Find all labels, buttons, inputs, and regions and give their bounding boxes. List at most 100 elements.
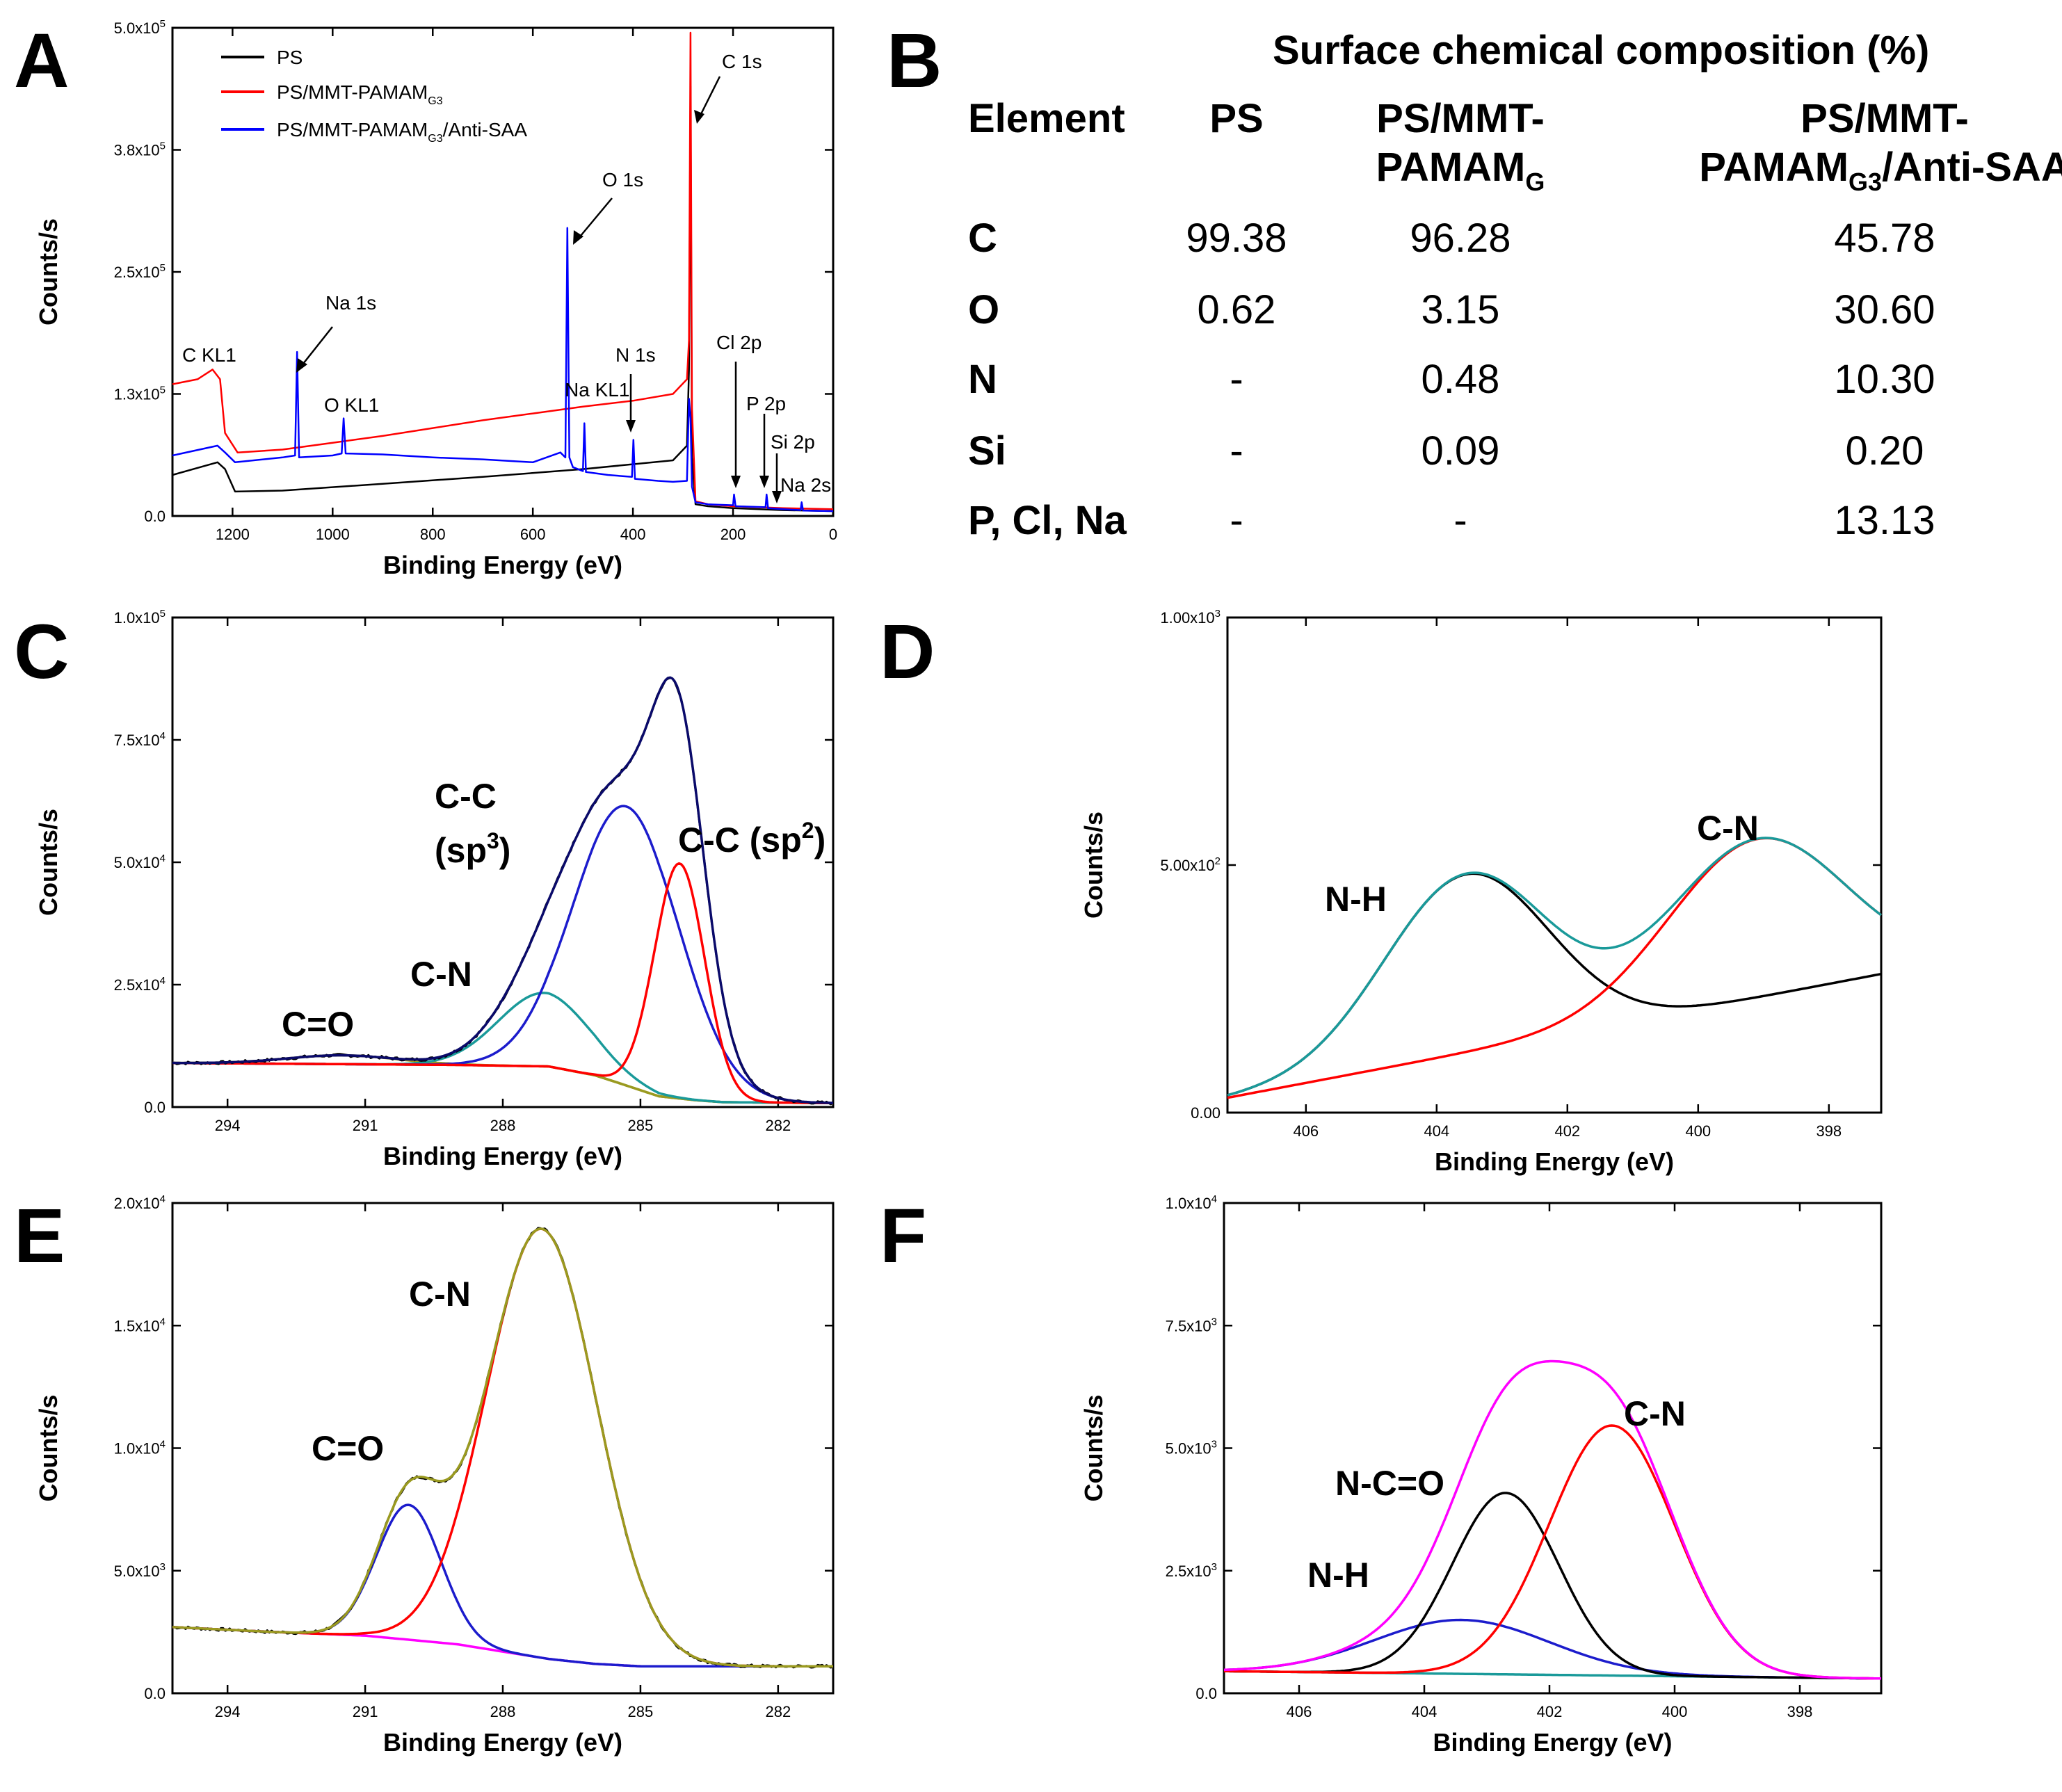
panel-e-xaxis-label: Binding Energy (eV) — [383, 1728, 622, 1757]
panel-e-peak-c-n — [172, 1227, 833, 1668]
table-cell: 0.48 — [1421, 357, 1500, 402]
label-c-sp3-tail: ) — [499, 831, 511, 870]
panel-c-yaxis-label: Counts/s — [34, 809, 63, 916]
label-c-cn: C-N — [410, 955, 472, 994]
table-cell: 30.60 — [1834, 287, 1935, 332]
legend-ps-mmt-name: PS/MMT-PAMAM — [277, 81, 428, 103]
table-cell: 0.62 — [1198, 287, 1276, 332]
panel-c-ytick-label: 2.5x104 — [114, 975, 166, 994]
panel-f-label: F — [880, 1193, 926, 1279]
panel-f-frame — [1223, 1202, 1883, 1695]
panel-b-label: B — [887, 18, 942, 104]
table-row-element: C — [968, 216, 997, 261]
label-f-cn: C-N — [1624, 1394, 1686, 1433]
arrow-head-c1s — [694, 110, 704, 124]
panel-a-frame — [171, 26, 835, 517]
table-header-anti-saa-pamam: PAMAM — [1699, 145, 1848, 190]
panel-e-yaxis-label: Counts/s — [34, 1394, 63, 1501]
table-cell: 13.13 — [1834, 498, 1935, 543]
panel-a-xtick-label: 1200 — [216, 526, 250, 543]
panel-f-xtick-label: 400 — [1662, 1703, 1688, 1720]
label-c-sp3-main: (sp — [435, 831, 487, 870]
panel-f-yaxis-label: Counts/s — [1079, 1394, 1108, 1501]
label-okl1: O KL1 — [324, 394, 379, 416]
panel-a-xaxis-label: Binding Energy (eV) — [383, 551, 622, 579]
panel-c-xaxis-label: Binding Energy (eV) — [383, 1142, 622, 1170]
label-p2p: P 2p — [746, 393, 786, 414]
label-n1s: N 1s — [615, 344, 656, 366]
panel-a-label: A — [14, 18, 69, 104]
legend-label-ps: PS — [277, 47, 303, 68]
panel-c-xtick-label: 294 — [215, 1117, 241, 1134]
panel-e-ytick-label: 1.5x104 — [114, 1316, 166, 1334]
table-cell: - — [1230, 357, 1243, 402]
table-header-ps-mmt-pamam: PAMAM — [1376, 145, 1526, 190]
panel-a-ytick-label: 5.0x105 — [114, 18, 166, 37]
panel-c-ytick-label: 7.5x104 — [114, 730, 166, 749]
panel-f-ytick-label: 7.5x103 — [1166, 1316, 1217, 1334]
panel-f-ytick-label: 2.5x103 — [1166, 1561, 1217, 1580]
panel-a-xtick-label: 1000 — [316, 526, 350, 543]
panel-e-peak-c-o — [172, 1503, 833, 1668]
label-d-cn: C-N — [1697, 809, 1759, 848]
panel-a-series-ps — [172, 85, 834, 512]
label-ckl1: C KL1 — [182, 344, 236, 366]
panel-c: C 294 291 288 285 282 0.0 2.5x104 5.0x104 7.5x10… — [14, 608, 835, 1170]
legend-anti-saa-sub: G3 — [428, 133, 442, 145]
label-si2p: Si 2p — [771, 431, 815, 453]
panel-a-series-ps-mmt — [172, 31, 834, 510]
table-cell: 99.38 — [1186, 216, 1287, 261]
arrow-c1s — [698, 76, 721, 119]
panel-d-xtick-label: 398 — [1816, 1122, 1842, 1140]
legend-anti-saa-tail: /Anti-SAA — [443, 119, 528, 140]
table-header-anti-saa-l2: PAMAMG3/Anti-SAA — [1699, 145, 2062, 196]
arrow-head-p2p — [759, 476, 769, 488]
panel-f: F 406 404 402 400 398 0.0 2.5x103 5.0x103 7.5x10… — [880, 1193, 1883, 1757]
panel-e-xtick-label: 294 — [215, 1703, 241, 1720]
panel-e-xtick-label: 285 — [628, 1703, 654, 1720]
panel-e-xtick-label: 282 — [765, 1703, 791, 1720]
table-header-anti-saa-l1: PS/MMT- — [1801, 96, 1969, 141]
table-cell: 0.20 — [1846, 428, 1924, 474]
arrow-head-n1s — [626, 420, 636, 433]
table-body: C 99.38 96.28 45.78 O 0.62 3.15 30.60 N - 0.48 10.3… — [968, 216, 1935, 543]
arrow-head-o1s — [573, 230, 583, 245]
panel-c-label: C — [14, 609, 69, 695]
panel-e-ytick-label: 5.0x103 — [114, 1561, 166, 1580]
table-row-element: N — [968, 357, 997, 402]
table-row-element: Si — [968, 428, 1006, 474]
panel-a-ytick-label: 0.0 — [144, 508, 166, 525]
panel-a-xtick-label: 200 — [720, 526, 746, 543]
panel-c-envelope — [172, 676, 834, 1104]
panel-a-annotations — [296, 76, 782, 503]
label-c-sp3-sup: 3 — [487, 828, 499, 853]
table-cell: - — [1230, 498, 1243, 543]
label-e-cn: C-N — [409, 1275, 471, 1314]
panel-d-yaxis-label: Counts/s — [1079, 812, 1108, 919]
panel-d-plot: 406 404 402 400 398 0.00 5.00x102 1.00x103 Bindi… — [1079, 608, 1883, 1176]
panel-e-ytick-label: 0.0 — [144, 1685, 166, 1702]
label-na1s: Na 1s — [325, 292, 376, 314]
panel-f-xtick-label: 404 — [1412, 1703, 1437, 1720]
panel-c-xtick-label: 288 — [490, 1117, 516, 1134]
panel-f-plot: 406 404 402 400 398 0.0 2.5x103 5.0x103 7.5x103 1… — [1079, 1193, 1883, 1757]
panel-a-xtick-label: 600 — [520, 526, 546, 543]
panel-d-envelope — [1227, 837, 1883, 1097]
table-header-ps-mmt-l2: PAMAMG — [1376, 145, 1545, 196]
panel-b: B Surface chemical composition (%) Eleme… — [887, 18, 2062, 543]
label-e-co: C=O — [312, 1429, 384, 1468]
panel-d-xtick-label: 402 — [1554, 1122, 1580, 1140]
label-f-nh: N-H — [1307, 1556, 1369, 1595]
panel-a-yaxis-label: Counts/s — [34, 218, 63, 325]
panel-f-ytick-label: 1.0x104 — [1166, 1193, 1217, 1212]
panel-f-envelope — [1223, 1359, 1881, 1680]
panel-e-raw-data — [172, 1227, 835, 1669]
arrow-head-cl2p — [731, 476, 741, 488]
label-cl2p: Cl 2p — [716, 332, 762, 353]
panel-d-peak-c-n — [1227, 837, 1883, 1099]
table-cell: 0.09 — [1421, 428, 1500, 474]
panel-a-plot: 1200 1000 800 600 400 200 0 0.0 1.3x105 2.5x105 3.… — [34, 18, 837, 579]
panel-d-xtick-label: 400 — [1685, 1122, 1711, 1140]
table-cell: 45.78 — [1834, 216, 1935, 261]
